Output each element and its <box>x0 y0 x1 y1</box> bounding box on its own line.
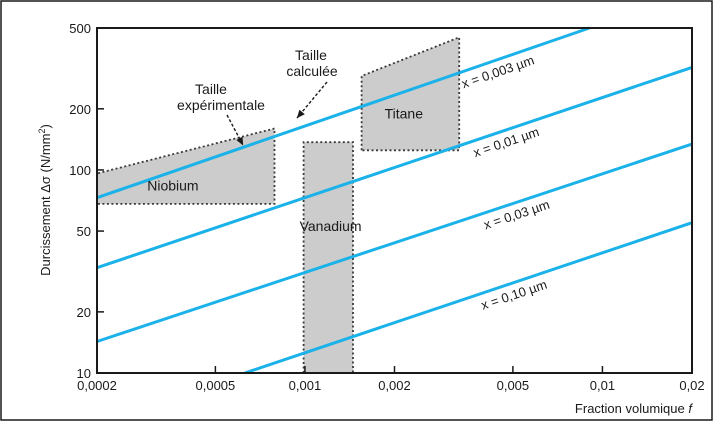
x-tick-label: 0,0005 <box>196 378 236 393</box>
annotation-arrowhead <box>296 109 305 119</box>
annotation-leader <box>226 114 244 146</box>
regions-layer <box>96 35 461 374</box>
annotation-experimental-line2: expérimentale <box>177 97 265 113</box>
region-label-vanadium: Vanadium <box>300 218 362 234</box>
y-tick-label: 200 <box>69 102 91 117</box>
y-tick-label: 50 <box>77 224 91 239</box>
annotation-calculated-line1: Taille <box>295 47 327 63</box>
region-label-niobium: Niobium <box>147 177 198 193</box>
x-tick-label: 0,02 <box>679 378 704 393</box>
x-tick-label: 0,002 <box>378 378 411 393</box>
y-axis-title-main: Durcissement Δσ (N/mm <box>38 133 53 275</box>
x-axis-title: Fraction volumique f <box>575 401 693 416</box>
annotation-arrows-layer <box>226 81 328 146</box>
y-axis-title-end: ) <box>38 124 53 128</box>
x-tick-label: 0,005 <box>497 378 530 393</box>
y-tick-label: 20 <box>77 305 91 320</box>
region-labels-layer: Niobium Vanadium Titane <box>147 105 423 234</box>
series-layer <box>96 26 693 375</box>
annotation-calculated-line2: calculée <box>286 63 338 79</box>
y-axis-title-superscript: 2 <box>37 128 47 133</box>
x-tick-label: 0,01 <box>590 378 615 393</box>
series-line-2 <box>96 65 693 270</box>
series-line-1 <box>96 26 590 200</box>
series-line-3 <box>96 142 693 343</box>
annotation-experimental-line1: Taille <box>195 81 227 97</box>
y-tick-label: 10 <box>77 366 91 381</box>
x-axis-title-variable: f <box>688 401 693 416</box>
y-tick-label: 500 <box>69 21 91 36</box>
annotation-leader <box>296 81 328 119</box>
x-axis-title-main: Fraction volumique <box>575 401 688 416</box>
region-titane <box>360 35 461 152</box>
y-tick-label: 100 <box>69 163 91 178</box>
ticks-layer: 0,0002 0,0005 0,001 0,002 0,005 0,01 0,02 10 20 5… <box>69 21 704 393</box>
region-label-titane: Titane <box>385 105 424 121</box>
x-tick-label: 0,0002 <box>77 378 117 393</box>
x-tick-label: 0,001 <box>289 378 322 393</box>
annotation-arrowhead <box>236 136 244 146</box>
series-line-4 <box>244 221 693 375</box>
y-axis-title: Durcissement Δσ (N/mm2) <box>37 124 53 276</box>
